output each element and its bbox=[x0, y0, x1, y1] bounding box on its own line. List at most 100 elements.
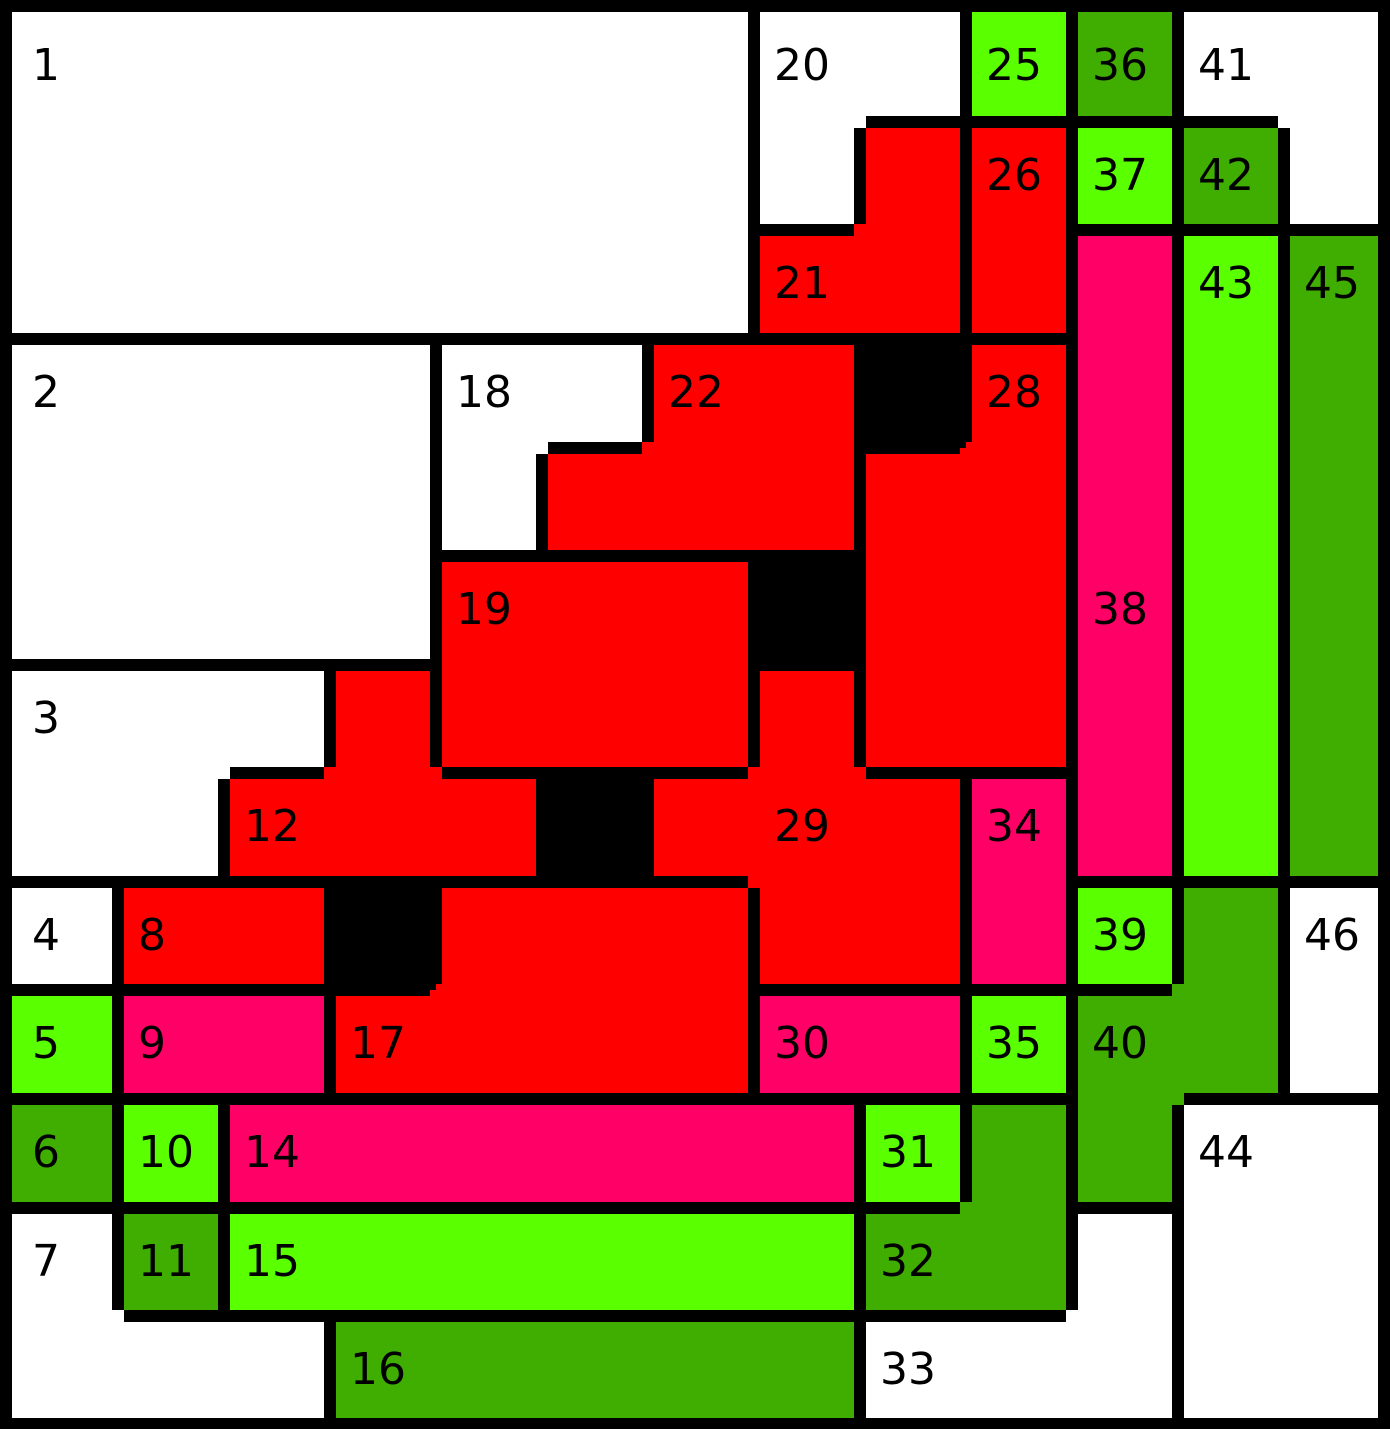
region-1-cell bbox=[430, 116, 548, 236]
region-1-cell bbox=[112, 12, 230, 128]
region-1-cell bbox=[112, 116, 230, 236]
region-30-cell bbox=[854, 996, 960, 1093]
region-43-cell bbox=[1184, 236, 1278, 345]
region-17-cell bbox=[336, 996, 442, 1093]
region-8-cell bbox=[124, 888, 230, 984]
region-40-cell bbox=[1172, 984, 1278, 1093]
region-1-cell bbox=[218, 116, 336, 236]
region-31-cell bbox=[866, 1105, 960, 1202]
region-39-cell bbox=[1078, 888, 1172, 984]
region-25-number: 25 bbox=[986, 40, 1042, 91]
region-40-cell bbox=[1184, 888, 1278, 996]
region-22-cell bbox=[654, 345, 760, 454]
region-19-cell bbox=[642, 562, 748, 671]
region-17-cell bbox=[536, 888, 654, 996]
region-29-cell bbox=[854, 779, 960, 888]
region-1-cell bbox=[12, 12, 124, 128]
region-26-number: 26 bbox=[986, 150, 1042, 201]
region-32-number: 32 bbox=[880, 1236, 936, 1287]
region-1-cell bbox=[12, 224, 124, 333]
region-37-cell bbox=[1078, 128, 1172, 224]
region-43-cell bbox=[1184, 333, 1278, 454]
region-4-number: 4 bbox=[32, 910, 60, 961]
region-2-cell bbox=[12, 442, 124, 562]
region-28-number: 28 bbox=[986, 367, 1042, 418]
region-45-cell bbox=[1290, 442, 1378, 562]
region-17-cell bbox=[642, 888, 748, 996]
region-30-number: 30 bbox=[774, 1018, 830, 1069]
region-41-cell bbox=[1290, 116, 1378, 224]
region-17-cell bbox=[442, 888, 548, 996]
region-2-cell bbox=[112, 345, 230, 454]
region-32-cell bbox=[972, 1105, 1066, 1214]
region-44-cell bbox=[1184, 1310, 1290, 1418]
region-1-cell bbox=[324, 116, 442, 236]
region-22-cell bbox=[748, 442, 854, 550]
region-12-cell bbox=[430, 779, 536, 876]
region-15-cell bbox=[324, 1214, 442, 1310]
region-12-cell bbox=[230, 779, 336, 876]
region-40-cell bbox=[1078, 1093, 1172, 1202]
region-3-number: 3 bbox=[32, 693, 60, 744]
region-9-number: 9 bbox=[138, 1018, 166, 1069]
region-40-cell bbox=[1078, 996, 1184, 1105]
region-2-cell bbox=[324, 345, 430, 454]
region-19-cell bbox=[536, 659, 654, 767]
region-28-cell bbox=[866, 454, 972, 562]
region-33-cell bbox=[960, 1322, 1078, 1418]
region-33-cell bbox=[1078, 1214, 1172, 1322]
region-28-cell bbox=[866, 659, 972, 767]
region-28-cell bbox=[972, 345, 1066, 454]
region-2-cell bbox=[112, 442, 230, 562]
region-1-cell bbox=[536, 116, 654, 236]
region-3-cell bbox=[12, 767, 124, 876]
region-29-cell bbox=[654, 779, 760, 876]
region-45-cell bbox=[1290, 767, 1378, 876]
region-38-number: 38 bbox=[1092, 584, 1148, 635]
region-17-cell bbox=[642, 984, 748, 1093]
region-35-number: 35 bbox=[986, 1018, 1042, 1069]
region-2-number: 2 bbox=[32, 367, 60, 418]
region-15-number: 15 bbox=[244, 1236, 300, 1287]
region-2-cell bbox=[324, 550, 430, 659]
region-33-cell bbox=[866, 1322, 972, 1418]
region-45-number: 45 bbox=[1304, 258, 1360, 309]
region-40-number: 40 bbox=[1092, 1018, 1148, 1069]
region-3-cell bbox=[12, 671, 124, 779]
region-10-number: 10 bbox=[138, 1127, 194, 1178]
region-14-cell bbox=[430, 1105, 548, 1202]
region-10-cell bbox=[124, 1105, 218, 1202]
region-31-number: 31 bbox=[880, 1127, 936, 1178]
region-43-cell bbox=[1184, 442, 1278, 562]
region-7-cell bbox=[218, 1322, 324, 1418]
region-38-cell bbox=[1078, 333, 1172, 454]
region-7-number: 7 bbox=[32, 1236, 60, 1287]
region-21-cell bbox=[866, 128, 960, 236]
region-1-cell bbox=[536, 12, 654, 128]
region-1-cell bbox=[12, 116, 124, 236]
region-33-cell bbox=[1066, 1310, 1172, 1418]
region-38-cell bbox=[1078, 659, 1172, 779]
region-14-cell bbox=[748, 1105, 854, 1202]
region-41-cell bbox=[1184, 12, 1290, 116]
region-21-number: 21 bbox=[774, 258, 830, 309]
region-1-cell bbox=[430, 12, 548, 128]
region-44-number: 44 bbox=[1198, 1127, 1254, 1178]
region-15-cell bbox=[430, 1214, 548, 1310]
region-16-cell bbox=[430, 1322, 548, 1418]
black-block bbox=[754, 556, 860, 665]
region-3-cell bbox=[112, 671, 230, 779]
region-22-cell bbox=[642, 442, 760, 550]
region-5-number: 5 bbox=[32, 1018, 60, 1069]
region-20-number: 20 bbox=[774, 40, 830, 91]
region-29-cell bbox=[760, 671, 854, 779]
region-32-cell bbox=[866, 1214, 972, 1310]
region-4-cell bbox=[12, 888, 112, 984]
region-7-cell bbox=[12, 1214, 112, 1322]
region-18-number: 18 bbox=[456, 367, 512, 418]
region-38-cell bbox=[1078, 767, 1172, 876]
region-25-cell bbox=[972, 12, 1066, 116]
region-36-cell bbox=[1078, 12, 1172, 116]
region-19-cell bbox=[442, 562, 548, 671]
region-34-cell bbox=[972, 779, 1066, 888]
